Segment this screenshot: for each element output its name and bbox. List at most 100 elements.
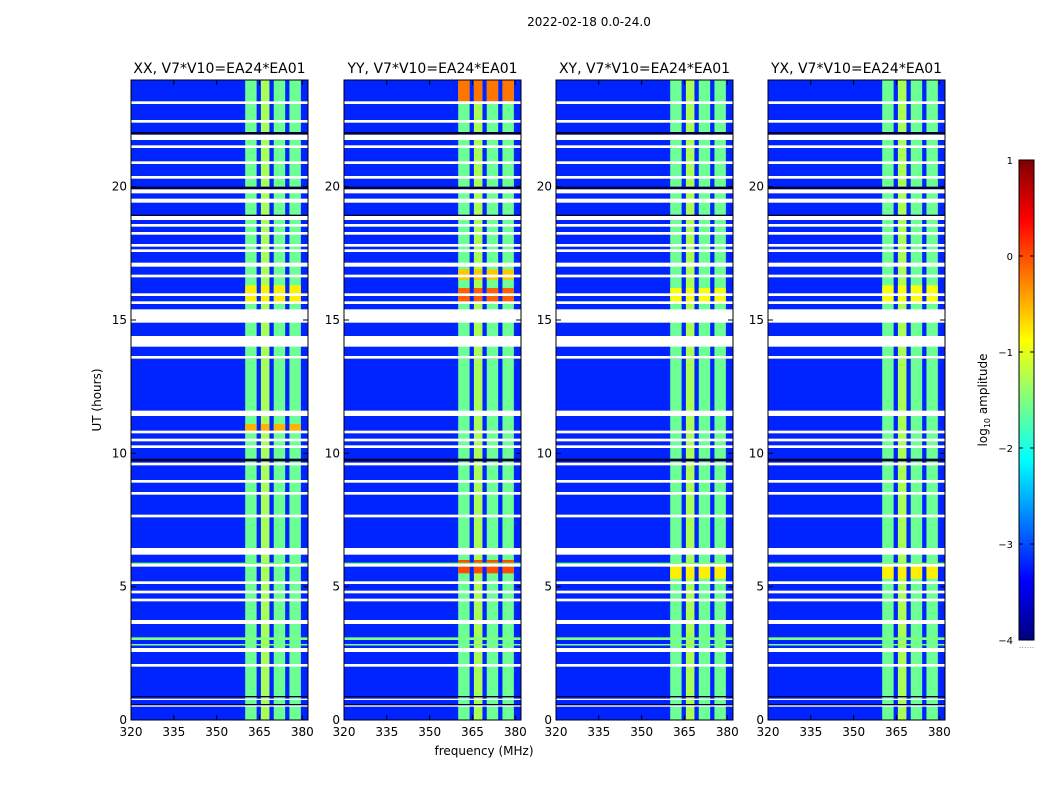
flagged-interval <box>768 664 945 667</box>
colorbar-tick-label: −4 <box>998 636 1013 647</box>
flagged-interval <box>344 189 521 194</box>
y-tick-label: 20 <box>537 180 552 194</box>
flagged-interval <box>556 705 733 707</box>
flagged-interval <box>556 445 733 448</box>
flagged-interval <box>556 598 733 602</box>
y-tick-label: 10 <box>537 446 552 460</box>
flagged-interval <box>131 189 308 194</box>
hot-spot <box>698 562 711 579</box>
flagged-interval <box>131 438 308 442</box>
dark-gap <box>768 458 945 462</box>
flagged-interval <box>556 216 733 220</box>
flagged-interval <box>344 445 521 448</box>
flagged-interval <box>344 244 521 247</box>
flagged-interval <box>131 216 308 220</box>
flagged-interval <box>344 309 521 312</box>
flagged-interval <box>768 161 945 164</box>
panel-yy: YY, V7*V10=EA24*EA01 320 335 350 365 380 0 5 10 1… <box>325 61 527 739</box>
flagged-interval <box>556 548 733 555</box>
band-column <box>910 80 923 720</box>
flagged-interval <box>131 262 308 267</box>
band-column <box>273 80 286 720</box>
flagged-interval <box>556 134 733 140</box>
colorbar-label-prefix: log <box>976 428 990 446</box>
dark-gap <box>768 704 945 706</box>
hot-spot <box>273 424 286 432</box>
band-column <box>882 80 894 720</box>
green-line <box>768 637 945 640</box>
y-tick-label: 5 <box>332 580 340 594</box>
flagged-interval <box>344 648 521 652</box>
flagged-interval <box>131 274 308 278</box>
flagged-interval <box>344 620 521 624</box>
panel-xx: XX, V7*V10=EA24*EA01 320 335 350 365 380 0 5 10 1… <box>112 61 314 739</box>
panel-xy: XY, V7*V10=EA24*EA01 320 335 350 365 380 0 5 10 1… <box>537 61 739 739</box>
figure-title: 2022-02-18 0.0-24.0 <box>527 15 651 29</box>
flagged-interval <box>768 564 945 567</box>
flagged-interval <box>344 598 521 602</box>
flagged-interval <box>768 249 945 252</box>
band-column <box>670 80 682 720</box>
x-tick-label: 365 <box>885 725 908 739</box>
flagged-interval <box>768 581 945 584</box>
dark-gap <box>131 704 308 706</box>
flagged-interval <box>131 249 308 252</box>
flagged-interval <box>768 480 945 483</box>
x-tick-label: 335 <box>587 725 610 739</box>
green-line <box>344 644 521 646</box>
flagged-interval <box>556 438 733 442</box>
panel-frame <box>130 79 309 721</box>
flagged-interval <box>768 430 945 434</box>
colorbar-label: log10 amplitude <box>976 354 992 447</box>
dark-gap <box>131 458 308 462</box>
flagged-interval <box>131 161 308 164</box>
flagged-interval <box>768 410 945 416</box>
flagged-interval <box>768 514 945 518</box>
hot-spot <box>486 80 499 102</box>
flagged-interval <box>344 462 521 466</box>
flagged-interval <box>131 480 308 483</box>
flagged-interval <box>768 216 945 220</box>
hot-spot <box>670 562 682 579</box>
flagged-interval <box>768 309 945 312</box>
flagged-interval <box>344 134 521 140</box>
y-tick-label: 5 <box>756 580 764 594</box>
flagged-interval <box>344 336 521 347</box>
green-line <box>131 637 308 640</box>
x-tick-label: 365 <box>673 725 696 739</box>
flagged-interval <box>131 232 308 235</box>
dark-gap <box>556 186 733 190</box>
flagged-interval <box>344 430 521 434</box>
y-tick-label: 10 <box>749 446 764 460</box>
hot-spot <box>473 80 483 102</box>
flagged-interval <box>131 293 308 296</box>
hot-spot <box>289 424 301 432</box>
panel-title: YX, V7*V10=EA24*EA01 <box>770 61 942 77</box>
x-tick-label: 365 <box>461 725 484 739</box>
green-line <box>768 644 945 646</box>
flagged-interval <box>768 648 945 652</box>
y-tick-label: 20 <box>749 180 764 194</box>
flagged-interval <box>556 101 733 104</box>
flagged-interval <box>768 293 945 296</box>
flagged-interval <box>131 548 308 555</box>
green-line <box>344 637 521 640</box>
flagged-interval <box>556 492 733 495</box>
flagged-interval <box>344 293 521 296</box>
x-tick-label: 320 <box>757 725 780 739</box>
flagged-interval <box>344 262 521 267</box>
flagged-interval <box>344 705 521 707</box>
flagged-interval <box>344 224 521 227</box>
band-column <box>486 80 499 720</box>
flagged-interval <box>131 648 308 652</box>
y-tick-label: 5 <box>119 580 127 594</box>
hot-spot <box>910 562 923 579</box>
dark-gap <box>344 458 521 462</box>
band-column <box>245 80 257 720</box>
flagged-interval <box>768 101 945 104</box>
flagged-interval <box>131 145 308 148</box>
colorbar-tick-label: −2 <box>998 444 1013 455</box>
hot-spot <box>882 562 894 579</box>
panel-title: YY, V7*V10=EA24*EA01 <box>346 61 517 77</box>
panel-frame <box>767 79 946 721</box>
